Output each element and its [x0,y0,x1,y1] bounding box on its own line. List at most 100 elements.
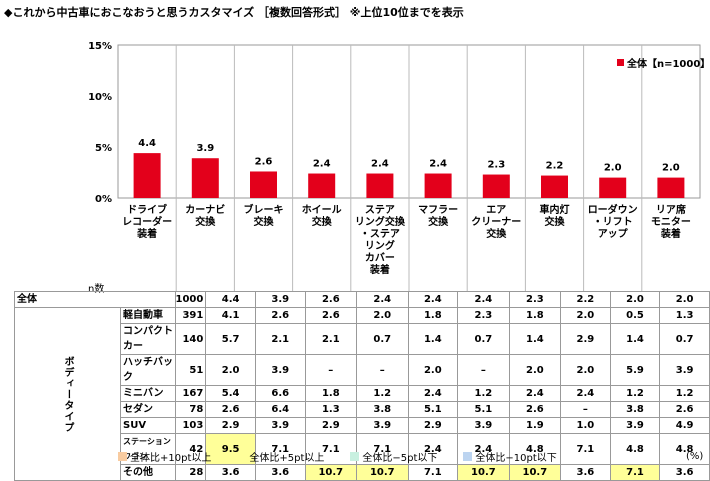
table-cell: 4.9 [659,417,710,434]
table-cell: 1.2 [356,385,409,402]
table-cell: 3.9 [609,417,661,434]
table-cell: 2.9 [304,417,358,434]
table-cell: 1.9 [508,417,562,434]
table-cell: 2.6 [659,401,710,418]
data-label: 2.0 [662,163,680,174]
table-cell: 7.1 [560,433,611,465]
y-tick-label: 0% [95,194,112,205]
n-value: 51 [174,354,207,386]
unit-label: (%) [686,451,704,462]
key-item: 全体比+5pt以上 [237,449,324,464]
table-cell: 2.6 [304,307,358,324]
table-cell: 2.9 [407,417,459,434]
table-cell: 2.0 [560,354,611,386]
table-cell: 7.1 [609,464,661,481]
category-label: ステア リング交換 ・ステア リング カバー 装着 [354,205,405,276]
table-cell: 2.4 [407,385,459,402]
n-header: n数 [88,284,105,295]
n-value: 140 [174,323,207,355]
table-cell: 3.6 [254,464,306,481]
n-value: 103 [174,417,207,434]
table-cell: 7.1 [254,433,306,465]
key-swatch [350,452,360,461]
category-label: ドライブ レコーダー 装着 [122,205,173,240]
y-tick-label: 15% [88,41,112,52]
table-cell: 5.7 [205,323,256,355]
table-cell: 5.4 [205,385,256,402]
table-cell: 3.6 [659,464,710,481]
table-cell: 1.4 [407,323,459,355]
data-label: 2.3 [487,160,505,171]
bar [482,174,510,198]
bar-chart: 0% 5% 10% 15% 4.4 3.9 2.6 2.4 2.4 2.4 2.3 2.2 2.0 2.0 [88,41,701,292]
bar [599,177,627,198]
n-value: 391 [174,307,207,324]
bar [424,173,452,198]
table-cell: 2.4 [508,385,562,402]
table-cell: – [560,401,611,418]
table-cell: 3.9 [254,354,306,386]
y-tick-label: 5% [95,143,112,154]
bar [250,171,277,198]
table-cell: 7.1 [304,433,358,465]
table-cell: 7.1 [407,464,459,481]
table-cell: 5.1 [407,401,459,418]
n-value: 1000 [174,291,207,308]
table-cell: 2.4 [407,291,459,308]
row-label: 全体 [14,291,176,308]
table-cell: 2.4 [457,433,510,465]
legend: 全体【n=1000】 [617,55,710,70]
table-cell: 1.3 [659,307,710,324]
table-cell: 2.0 [356,307,409,324]
table-cell: 2.0 [560,307,611,324]
table-cell: 0.7 [659,323,710,355]
row-label: ミニバン [120,385,176,402]
bar [308,173,336,198]
y-tick-label: 10% [88,92,112,103]
key-label: 全体比+5pt以上 [249,453,325,464]
table-cell: 4.8 [659,433,710,465]
table-cell: 2.0 [407,354,459,386]
table-cell: 0.7 [356,323,409,355]
table-cell: 2.4 [457,291,510,308]
table-cell: 3.8 [609,401,661,418]
category-label: 車内灯 交換 [539,205,570,228]
table-cell: 2.0 [508,354,562,386]
data-label: 2.2 [546,161,564,172]
table-row: セダン 78 2.6 6.4 1.3 3.8 5.1 5.1 2.6–3.8 2.6 [15,401,710,418]
table-cell: 5.9 [609,354,661,386]
table-cell: 3.9 [254,291,306,308]
table-cell: 2.1 [304,323,358,355]
key-label: 全体比+10pt以上 [130,453,212,464]
table-cell: 6.6 [254,385,306,402]
data-label: 2.6 [255,156,273,167]
table-cell: 10.7 [508,464,562,481]
table-cell: 2.0 [609,291,661,308]
data-label: 3.9 [196,143,214,154]
table-cell: 3.9 [254,417,306,434]
n-value: 78 [174,401,207,418]
table-cell: 4.8 [508,433,562,465]
data-label: 2.0 [604,163,622,174]
table-cell: 10.7 [457,464,510,481]
table-cell: 2.3 [508,291,562,308]
breakdown-table: 全体 1000 4.4 3.9 2.6 2.4 2.4 2.4 2.3 2.2 2.0 2.0 ボディー… [14,291,710,481]
table-cell: 3.6 [560,464,611,481]
table-cell: – [356,354,409,386]
n-value: 167 [174,385,207,402]
table-cell: 1.0 [560,417,611,434]
table-cell: 1.8 [304,385,358,402]
table-cell: 3.8 [356,401,409,418]
table-cell: – [457,354,510,386]
table-cell: 2.3 [457,307,510,324]
category-label: リア席 モニター 装着 [650,205,691,240]
category-label: カーナビ 交換 [185,205,226,228]
table-row: ハッチバック 51 2.0 3.9– –2.0–2.0 2.0 5.9 3.9 [15,354,710,386]
table-cell: 2.2 [560,291,611,308]
table-cell: 6.4 [254,401,306,418]
bar [657,177,685,198]
table-cell: 4.1 [205,307,256,324]
table-cell: 1.3 [304,401,358,418]
table-cell: 2.4 [560,385,611,402]
table-cell: 2.0 [205,354,256,386]
